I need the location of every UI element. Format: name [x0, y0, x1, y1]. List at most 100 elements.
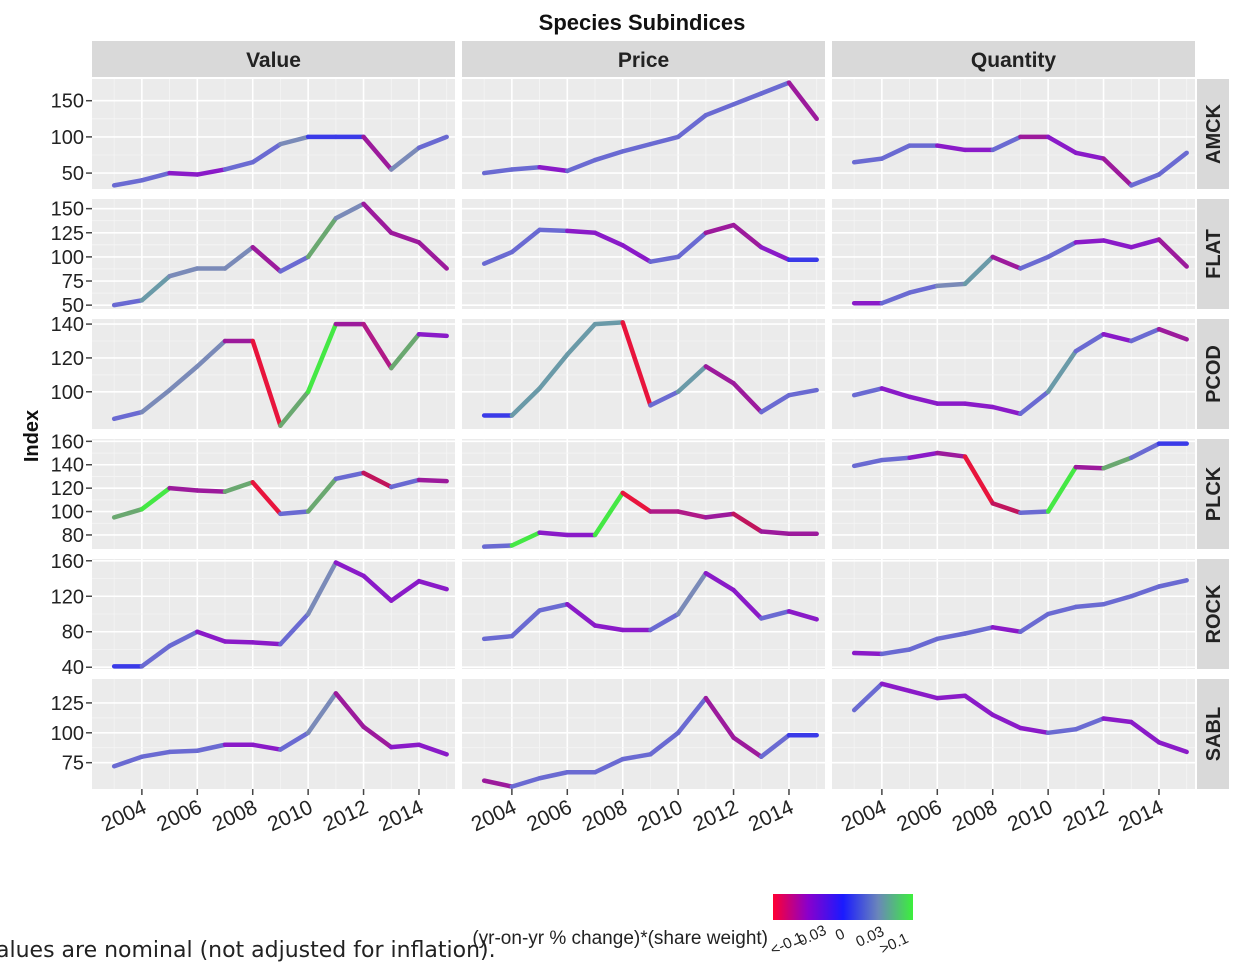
y-tick-label: 100: [51, 247, 84, 269]
series-segment: [907, 283, 940, 295]
legend-label: -0.03: [791, 922, 829, 952]
series-segment: [139, 485, 172, 512]
column-label: Quantity: [971, 49, 1056, 72]
series-segment: [537, 165, 570, 174]
y-tick-label: 50: [62, 163, 84, 185]
series-segment: [333, 560, 366, 579]
panel-plck-price: [462, 439, 825, 549]
y-tick-label: 140: [51, 455, 84, 477]
series-segment: [907, 450, 940, 460]
series-segment: [1129, 326, 1162, 344]
series-segment: [879, 143, 912, 161]
series-segment: [1101, 716, 1134, 725]
series-segment: [786, 80, 819, 122]
x-tick-label: 2014: [1115, 796, 1167, 837]
panel-plck-quantity: [832, 439, 1195, 549]
series-segment: [167, 748, 200, 755]
series-segment: [1018, 509, 1051, 515]
series-segment: [620, 243, 653, 264]
series-segment: [675, 112, 709, 140]
series-segment: [389, 477, 422, 490]
series-segment: [1101, 594, 1134, 607]
series-segment: [1156, 578, 1189, 589]
series-segment: [361, 201, 394, 236]
y-tick-label: 150: [51, 91, 84, 113]
series-segment: [759, 529, 792, 537]
panel-flat-price: [462, 199, 825, 309]
x-tick-label: 2010: [634, 796, 686, 837]
panel-rock-price: [462, 559, 825, 669]
y-tick-label: 160: [51, 431, 84, 453]
series-segment: [1129, 172, 1162, 188]
y-tick-label: 100: [51, 723, 84, 745]
y-tick-label: 125: [51, 693, 84, 715]
series-segment: [1129, 719, 1162, 745]
series-segment: [759, 732, 792, 759]
color-legend: (yr-on-yr % change)*(share weight) <-0.1…: [472, 894, 914, 959]
series-segment: [1156, 326, 1189, 342]
series-segment: [250, 742, 283, 752]
column-strip-price: [462, 41, 825, 77]
series-segment: [962, 401, 995, 410]
y-tick-label: 75: [62, 271, 84, 293]
series-segment: [731, 587, 764, 621]
series-segment: [675, 509, 709, 520]
series-segment: [620, 141, 653, 154]
series-segment: [167, 364, 200, 393]
series-segment: [509, 608, 542, 639]
series-segment: [759, 244, 792, 263]
series-segment: [333, 201, 366, 221]
x-tick-label: 2008: [949, 796, 1001, 837]
panel-sabl-quantity: [832, 679, 1195, 789]
series-segment: [592, 149, 625, 163]
series-segment: [879, 386, 912, 400]
series-segment: [278, 509, 311, 517]
series-segment: [648, 254, 681, 264]
panel-background: [832, 79, 1195, 189]
series-segment: [361, 724, 394, 750]
series-segment: [703, 364, 736, 386]
x-tick-label: 2004: [98, 796, 150, 837]
series-segment: [537, 601, 570, 613]
series-segment: [620, 490, 653, 514]
panel-background: [92, 319, 455, 429]
series-segment: [592, 623, 625, 633]
series-segment: [703, 695, 736, 740]
series-segment: [703, 570, 736, 593]
series-segment: [990, 134, 1023, 153]
series-segment: [851, 650, 885, 657]
y-tick-label: 50: [62, 295, 84, 317]
series-segment: [509, 530, 542, 548]
x-tick-label: 2008: [579, 796, 631, 837]
panel-background: [832, 199, 1195, 309]
series-segment: [222, 244, 255, 271]
y-tick-label: 100: [51, 502, 84, 524]
series-segment: [1129, 584, 1162, 599]
series-segment: [786, 609, 819, 622]
x-tick-label: 2012: [690, 796, 742, 837]
series-segment: [195, 488, 228, 494]
x-tick-label: 2014: [745, 796, 797, 837]
series-segment: [648, 730, 681, 757]
series-segment: [167, 170, 200, 177]
series-segment: [731, 381, 764, 415]
series-segment: [389, 145, 422, 172]
series-segment: [305, 560, 339, 617]
series-segment: [851, 386, 885, 398]
x-tick-label: 2008: [209, 796, 261, 837]
series-segment: [675, 695, 709, 736]
y-tick-label: 150: [51, 199, 84, 221]
series-segment: [195, 742, 228, 753]
series-segment: [509, 165, 542, 172]
series-segment: [195, 338, 228, 369]
legend-title: (yr-on-yr % change)*(share weight): [472, 928, 768, 949]
series-segment: [1156, 740, 1189, 755]
panel-background: [832, 679, 1195, 789]
series-segment: [361, 134, 394, 172]
panel-pcod-value: [92, 319, 455, 429]
panel-pcod-quantity: [832, 319, 1195, 429]
series-segment: [1073, 150, 1106, 161]
series-segment: [1018, 254, 1051, 271]
series-segment: [648, 611, 681, 633]
series-segment: [278, 611, 311, 647]
